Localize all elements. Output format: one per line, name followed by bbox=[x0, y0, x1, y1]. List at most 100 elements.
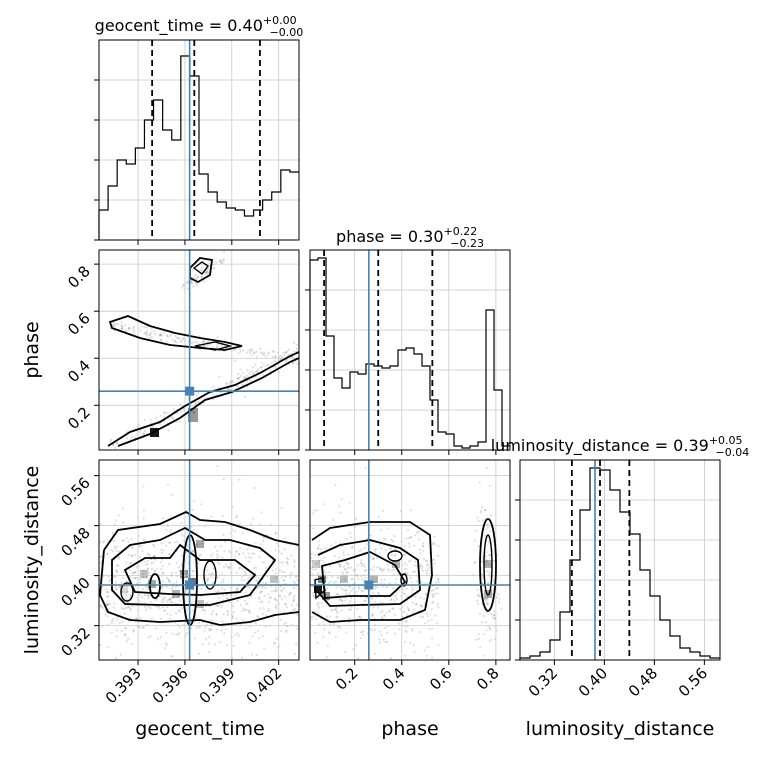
sample-point bbox=[492, 578, 495, 582]
sample-point bbox=[249, 350, 253, 353]
sample-point bbox=[482, 519, 485, 522]
sample-point bbox=[379, 568, 382, 571]
sample-point bbox=[253, 631, 256, 635]
sample-point bbox=[315, 562, 318, 565]
sample-point bbox=[284, 351, 287, 354]
sample-point bbox=[200, 503, 203, 506]
sample-point bbox=[165, 340, 168, 343]
sample-point bbox=[177, 633, 180, 636]
sample-point bbox=[99, 605, 102, 608]
sample-point bbox=[244, 395, 247, 399]
sample-point bbox=[323, 503, 326, 506]
sample-point bbox=[261, 600, 264, 603]
sample-point bbox=[427, 620, 430, 623]
sample-point bbox=[374, 548, 377, 551]
sample-point bbox=[351, 578, 354, 581]
sample-point bbox=[348, 501, 351, 504]
sample-point bbox=[383, 614, 386, 617]
sample-point bbox=[130, 561, 133, 565]
sample-point bbox=[404, 629, 407, 632]
sample-point bbox=[338, 564, 342, 567]
sample-point bbox=[267, 609, 270, 612]
sample-point bbox=[412, 643, 415, 647]
density-cell bbox=[196, 540, 204, 548]
sample-point bbox=[247, 349, 250, 352]
sample-point bbox=[163, 596, 166, 599]
sample-point bbox=[116, 442, 119, 445]
sample-point bbox=[139, 617, 142, 620]
sample-point bbox=[411, 601, 414, 604]
sample-point bbox=[99, 541, 102, 544]
sample-point bbox=[322, 635, 325, 638]
sample-point bbox=[314, 610, 317, 613]
sample-point bbox=[244, 627, 247, 630]
sample-point bbox=[139, 594, 142, 597]
sample-point bbox=[160, 586, 163, 590]
sample-point bbox=[180, 564, 183, 567]
sample-point bbox=[115, 587, 118, 590]
sample-point bbox=[394, 553, 397, 556]
sample-point bbox=[201, 608, 204, 611]
sample-point bbox=[273, 642, 276, 645]
sample-point bbox=[113, 322, 116, 325]
sample-point bbox=[200, 605, 203, 609]
sample-point bbox=[361, 590, 365, 593]
sample-point bbox=[343, 568, 346, 571]
sample-point bbox=[419, 564, 422, 568]
sample-point bbox=[179, 402, 182, 406]
sample-point bbox=[283, 570, 286, 574]
sample-point bbox=[268, 370, 271, 373]
sample-point bbox=[132, 331, 135, 334]
sample-point bbox=[143, 332, 146, 335]
sample-point bbox=[259, 351, 262, 354]
sample-point bbox=[161, 565, 164, 568]
sample-point bbox=[426, 581, 429, 584]
sample-point bbox=[284, 603, 287, 606]
sample-point bbox=[143, 560, 146, 563]
sample-point bbox=[376, 606, 380, 609]
contour-line bbox=[387, 550, 403, 562]
sample-point bbox=[374, 549, 377, 553]
sample-point bbox=[141, 576, 145, 579]
sample-point bbox=[215, 628, 218, 631]
sample-point bbox=[125, 598, 128, 601]
sample-point bbox=[118, 585, 121, 589]
sample-point bbox=[240, 579, 243, 582]
sample-point bbox=[317, 571, 320, 575]
sample-point bbox=[221, 572, 224, 575]
sample-point bbox=[418, 615, 421, 618]
sample-point bbox=[117, 550, 120, 553]
tick-label: 0.6 bbox=[426, 664, 456, 694]
sample-point bbox=[425, 572, 428, 576]
sample-point bbox=[124, 329, 127, 332]
sample-point bbox=[170, 600, 173, 604]
sample-point bbox=[121, 621, 124, 624]
sample-point bbox=[275, 590, 278, 593]
sample-point bbox=[347, 566, 350, 569]
sample-point bbox=[476, 602, 480, 605]
sample-point bbox=[146, 582, 149, 585]
sample-point bbox=[364, 599, 367, 602]
sample-point bbox=[339, 580, 342, 583]
sample-point bbox=[437, 606, 440, 609]
sample-point bbox=[200, 587, 203, 591]
sample-point bbox=[254, 370, 257, 374]
sample-point bbox=[164, 609, 167, 613]
sample-point bbox=[350, 589, 353, 593]
sample-point bbox=[497, 592, 500, 596]
sample-point bbox=[206, 272, 209, 275]
sample-point bbox=[173, 541, 176, 544]
sample-point bbox=[422, 549, 425, 552]
sample-point bbox=[315, 573, 319, 576]
sample-point bbox=[238, 376, 241, 379]
sample-point bbox=[174, 340, 177, 343]
sample-point bbox=[210, 612, 213, 616]
sample-point bbox=[241, 575, 244, 578]
sample-point bbox=[374, 628, 377, 631]
sample-point bbox=[185, 550, 188, 554]
sample-point bbox=[424, 622, 427, 625]
sample-point bbox=[331, 575, 334, 578]
sample-point bbox=[312, 527, 315, 530]
sample-point bbox=[241, 609, 244, 613]
